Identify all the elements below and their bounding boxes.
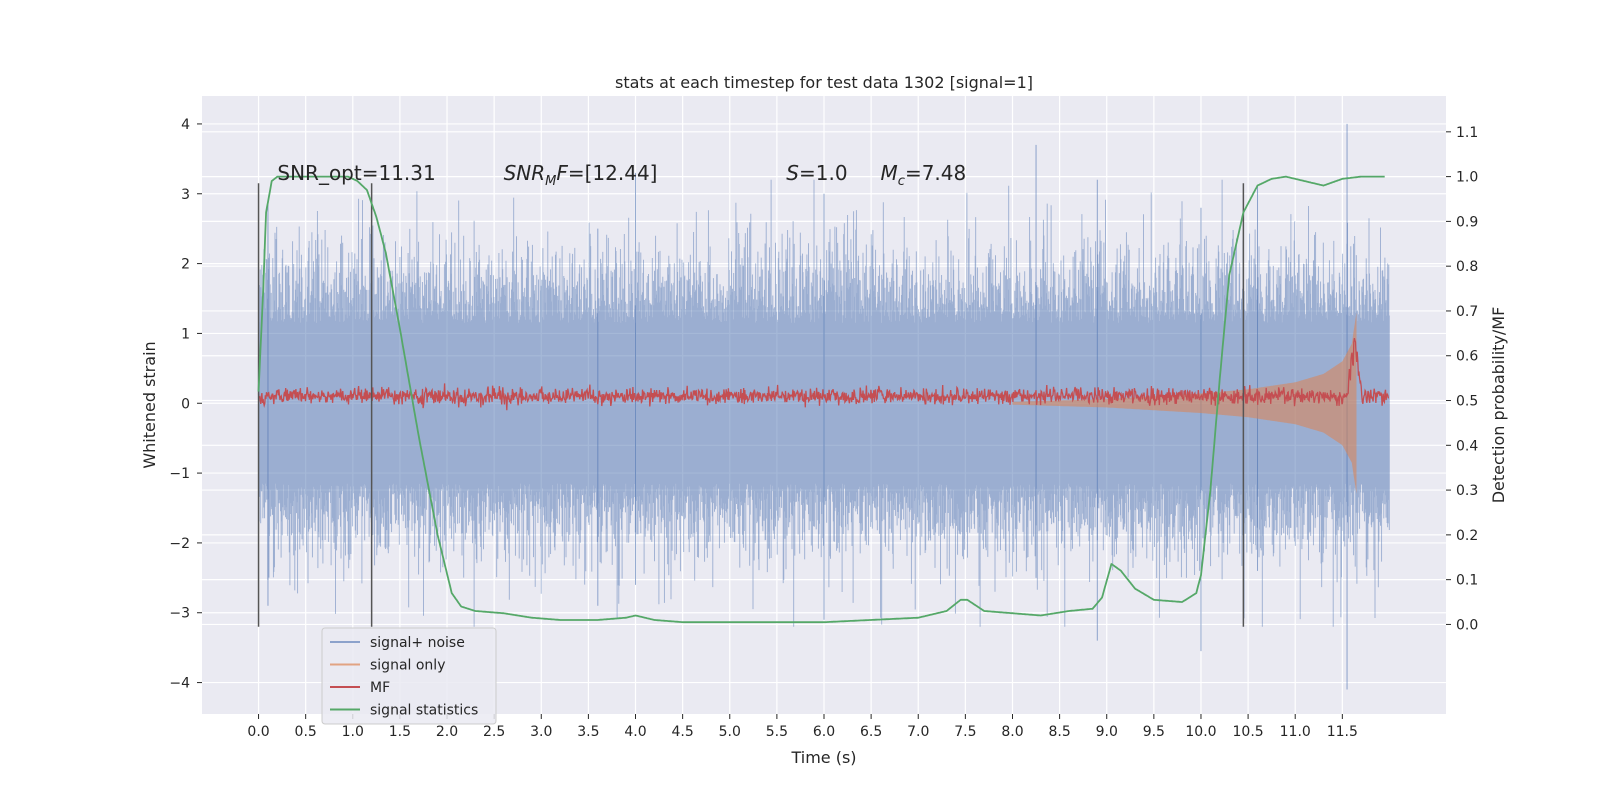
x-tick-label: 6.0 [813,724,835,740]
series-signal-statistics [257,175,1385,624]
mf-trace [257,337,1390,411]
y-tick-label: 0 [181,396,190,412]
annotation-part: S [786,161,799,185]
annotation-text: SNRMF=[12.44] [504,161,658,189]
vertical-markers [257,183,1245,627]
annotation-part: F [556,161,568,185]
annotation-part: c [898,174,905,189]
y-tick-label: −1 [169,466,190,482]
y-axis-label: Whitened strain [140,341,159,468]
x-tick-label: 2.0 [436,724,458,740]
y-right-tick-label: 0.0 [1456,617,1478,633]
y-tick-label: −3 [169,606,190,622]
y-axis-right-label: Detection probability/MF [1489,307,1508,504]
x-tick-label: 7.5 [954,724,976,740]
x-tick-label: 9.0 [1096,724,1118,740]
annotation-part: M [881,161,898,185]
x-tick-label: 5.5 [766,724,788,740]
y-right-tick-label: 0.4 [1456,438,1478,454]
signal-statistics-trace [257,175,1385,624]
y-tick-label: 4 [181,117,190,133]
x-tick-label: 8.0 [1001,724,1023,740]
y-right-tick-label: 1.0 [1456,170,1478,186]
annotation-part: =[12.44] [568,161,658,185]
y-right-tick-label: 0.6 [1456,349,1478,365]
legend-label: signal only [370,658,445,674]
y-right-tick-label: 1.1 [1456,125,1478,141]
chart-title: stats at each timestep for test data 130… [615,73,1033,92]
x-tick-label: 1.5 [389,724,411,740]
y-tick-label: 3 [181,187,190,203]
signal-only-trace [1012,312,1357,494]
x-axis-label: Time (s) [790,748,856,767]
x-tick-label: 10.0 [1185,724,1216,740]
series-mf [257,337,1390,411]
annotation-text: SNR_opt=11.31 [277,161,435,185]
x-tick-label: 0.5 [295,724,317,740]
annotation-text: S=1.0 [786,161,847,185]
x-tick-label: 6.5 [860,724,882,740]
x-tick-label: 11.0 [1280,724,1311,740]
x-tick-label: 3.0 [530,724,552,740]
x-tick-label: 3.5 [577,724,599,740]
y-right-tick-label: 0.3 [1456,483,1478,499]
y-right-tick-label: 0.2 [1456,528,1478,544]
y-right-tick-label: 0.9 [1456,214,1478,230]
x-tick-label: 2.5 [483,724,505,740]
legend-label: MF [370,680,390,696]
x-tick-label: 7.0 [907,724,929,740]
series-signal-only [1012,312,1357,494]
x-tick-label: 8.5 [1048,724,1070,740]
annotation-part: =7.48 [905,161,966,185]
annotation-text: Mc=7.48 [881,161,967,189]
y-tick-label: 2 [181,257,190,273]
legend-label: signal+ noise [370,635,465,651]
annotations: SNR_opt=11.31 SNRMF=[12.44] S=1.0 Mc=7.48 [277,161,966,189]
x-tick-label: 4.0 [624,724,646,740]
y-right-tick-label: 0.5 [1456,394,1478,410]
x-tick-label: 9.5 [1143,724,1165,740]
y-tick-label: −2 [169,536,190,552]
y-tick-label: −4 [169,676,190,692]
annotation-part: SNR [504,161,546,185]
y-right-tick-label: 0.8 [1456,259,1478,275]
x-tick-label: 11.5 [1327,724,1358,740]
legend-box [321,627,497,725]
legend-items: signal+ noise signal only MF signal statist… [330,635,478,719]
x-tick-label: 5.0 [719,724,741,740]
x-tick-label: 1.0 [342,724,364,740]
legend-label: signal statistics [370,703,478,719]
x-tick-label: 0.0 [247,724,269,740]
y-tick-label: 1 [181,326,190,342]
y-right-tick-label: 0.1 [1456,573,1478,589]
axis-ticks: 0.0 0.5 1.0 1.5 2.0 2.5 3.0 3.5 4.0 4.5 5.0 5.5 6.0 6… [169,117,1478,740]
annotation-part: =1.0 [799,161,848,185]
x-tick-label: 4.5 [672,724,694,740]
legend: signal+ noise signal only MF signal statist… [321,627,497,725]
annotation-part: M [545,174,556,189]
y-right-tick-label: 0.7 [1456,304,1478,320]
x-tick-label: 10.5 [1233,724,1264,740]
